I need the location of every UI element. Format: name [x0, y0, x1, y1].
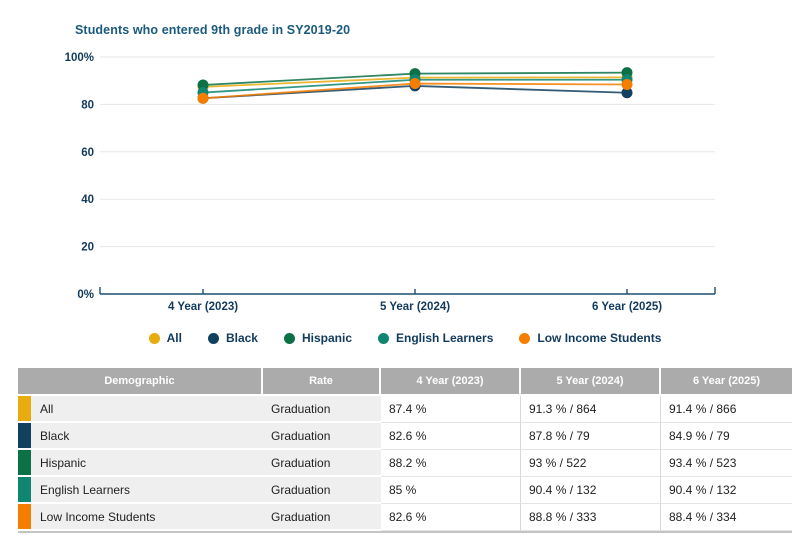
value-cell: 87.8 % / 79 — [521, 423, 661, 450]
table-body: All Graduation 87.4 % 91.3 % / 864 91.4 % / … — [18, 396, 792, 531]
legend-marker-icon — [148, 332, 160, 344]
table-header-cell: 4 Year (2023) — [381, 368, 521, 396]
legend-label: All — [166, 331, 182, 345]
table-header-cell: 5 Year (2024) — [521, 368, 661, 396]
y-axis-tick-label: 20 — [81, 242, 94, 254]
value-cell: 90.4 % / 132 — [661, 477, 792, 504]
table-row: Black Graduation 82.6 % 87.8 % / 79 84.9 % /… — [18, 423, 792, 450]
rate-cell: Graduation — [263, 396, 381, 423]
value-cell: 84.9 % / 79 — [661, 423, 792, 450]
y-axis-tick-label: 80 — [81, 99, 94, 111]
value-cell: 88.2 % — [381, 450, 521, 477]
demographic-cell: Hispanic — [18, 450, 263, 477]
demographic-color-swatch — [18, 396, 31, 421]
legend-marker-icon — [378, 332, 389, 344]
x-axis-category-label: 4 Year (2023) — [168, 301, 238, 313]
value-cell: 91.3 % / 864 — [521, 396, 661, 423]
demographic-color-swatch — [18, 477, 31, 502]
rate-cell: Graduation — [263, 477, 381, 504]
value-cell: 88.8 % / 333 — [521, 504, 661, 531]
demographics-table: Demographic Rate 4 Year (2023) 5 Year (2024… — [18, 368, 792, 533]
y-axis-tick-label: 100% — [65, 52, 94, 64]
chart-title: Students who entered 9th grade in SY2019… — [75, 23, 351, 37]
value-cell: 82.6 % — [381, 504, 521, 531]
table-row: Hispanic Graduation 88.2 % 93 % / 522 93.4 %… — [18, 450, 792, 477]
y-axis-tick-label: 40 — [81, 194, 94, 206]
data-point-low-income-students-0[interactable] — [197, 92, 209, 104]
y-axis-tick-label: 0% — [77, 289, 94, 301]
legend-label: Black — [225, 331, 258, 345]
data-point-black-2[interactable] — [621, 87, 633, 99]
demographic-name: Low Income Students — [40, 509, 156, 524]
table-header-cell: Demographic — [18, 368, 263, 396]
x-axis-category-label: 5 Year (2024) — [380, 301, 450, 313]
value-cell: 91.4 % / 866 — [661, 396, 792, 423]
y-axis-tick-label: 60 — [81, 147, 94, 159]
legend-marker-icon — [519, 332, 531, 344]
rate-cell: Graduation — [263, 450, 381, 477]
demographic-cell: Black — [18, 423, 263, 450]
chart-legend: All Black Hispanic English Learners Low Inco… — [0, 328, 810, 348]
legend-item-english-learners[interactable]: English Learners — [378, 331, 493, 345]
data-point-hispanic-0[interactable] — [197, 79, 209, 91]
value-cell: 93 % / 522 — [521, 450, 661, 477]
demographic-name: Hispanic — [40, 455, 87, 470]
table-row: English Learners Graduation 85 % 90.4 % / 1… — [18, 477, 792, 504]
table-row: All Graduation 87.4 % 91.3 % / 864 91.4 % / … — [18, 396, 792, 423]
value-cell: 87.4 % — [381, 396, 521, 423]
legend-item-black[interactable]: Black — [207, 331, 258, 345]
value-cell: 88.4 % / 334 — [661, 504, 792, 531]
legend-item-hispanic[interactable]: Hispanic — [283, 331, 352, 345]
demographic-cell: Low Income Students — [18, 504, 263, 531]
demographic-color-swatch — [18, 504, 31, 529]
table-row: Low Income Students Graduation 82.6 % 88.8 … — [18, 504, 792, 531]
table-header-cell: Rate — [263, 368, 381, 396]
table-header-cell: 6 Year (2025) — [661, 368, 792, 396]
demographic-color-swatch — [18, 423, 31, 448]
demographic-name: Black — [40, 428, 70, 443]
legend-label: Hispanic — [301, 331, 352, 345]
table-header-row: Demographic Rate 4 Year (2023) 5 Year (2024… — [18, 368, 792, 396]
demographic-cell: English Learners — [18, 477, 263, 504]
value-cell: 90.4 % / 132 — [521, 477, 661, 504]
demographic-cell: All — [18, 396, 263, 423]
data-point-low-income-students-2[interactable] — [621, 78, 633, 90]
graduation-rate-line-chart: 0% 20 40 60 80 100% 4 Year (2023) 5 Year (2024)… — [65, 52, 716, 313]
value-cell: 85 % — [381, 477, 521, 504]
demographic-name: All — [40, 401, 54, 416]
demographic-color-swatch — [18, 450, 31, 475]
legend-marker-icon — [207, 332, 219, 344]
rate-cell: Graduation — [263, 423, 381, 450]
legend-label: Low Income Students — [537, 331, 662, 345]
data-point-low-income-students-1[interactable] — [409, 78, 421, 90]
legend-label: English Learners — [396, 331, 494, 345]
rate-cell: Graduation — [263, 504, 381, 531]
value-cell: 82.6 % — [381, 423, 521, 450]
value-cell: 93.4 % / 523 — [661, 450, 792, 477]
x-axis-category-label: 6 Year (2025) — [592, 301, 662, 313]
demographic-name: English Learners — [40, 482, 131, 497]
legend-marker-icon — [283, 332, 295, 344]
legend-item-all[interactable]: All — [148, 331, 182, 345]
legend-item-low-income-students[interactable]: Low Income Students — [519, 331, 661, 345]
